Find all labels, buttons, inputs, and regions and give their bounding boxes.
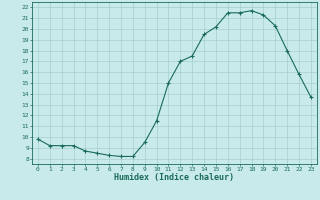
- X-axis label: Humidex (Indice chaleur): Humidex (Indice chaleur): [115, 173, 234, 182]
